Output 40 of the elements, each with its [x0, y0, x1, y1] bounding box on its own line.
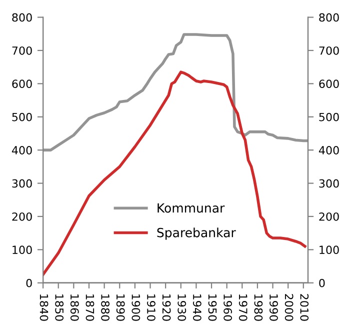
y2-tick-label: 400 — [318, 146, 339, 154]
legend-label: Sparebankar — [157, 228, 236, 240]
x-tick-label: 1970 — [238, 294, 248, 321]
y2-tick-label: 500 — [319, 112, 339, 122]
x-tick-label: 1880 — [101, 294, 110, 321]
x-tick-label: 2010 — [300, 294, 309, 321]
y2-tick-label: 0 — [319, 278, 325, 288]
y-tick-label: 500 — [12, 112, 32, 122]
x-tick-label: 1840 — [40, 294, 48, 321]
y2-tick-label: 200 — [319, 212, 339, 221]
legend-label: Kommunar — [158, 203, 225, 213]
y-tick-label: 600 — [12, 80, 32, 88]
x-tick-label: 1940 — [192, 294, 202, 321]
y-tick-label: 200 — [12, 212, 32, 221]
x-tick-label: 1920 — [162, 294, 171, 321]
x-tick-label: 1950 — [208, 294, 217, 321]
y-tick-label: 400 — [12, 146, 32, 154]
x-tick-label: 1980 — [254, 294, 263, 321]
line-series — [43, 70, 306, 276]
x-tick-label: 1860 — [70, 294, 79, 321]
line-series — [43, 33, 308, 152]
y2-tick-label: 300 — [319, 179, 339, 188]
y-tick-label: 700 — [12, 46, 32, 55]
y-tick-label: 800 — [12, 13, 32, 22]
y2-tick-label: 600 — [319, 80, 339, 88]
y2-tick-label: 100 — [320, 246, 339, 254]
x-tick-label: 1900 — [132, 294, 140, 321]
y2-tick-label: 700 — [319, 46, 339, 55]
y2-tick-label: 800 — [319, 13, 339, 22]
x-tick-label: 1930 — [178, 294, 186, 321]
x-tick-label: 1990 — [270, 294, 278, 321]
y-tick-label: 0 — [26, 278, 32, 288]
y-tick-label: 100 — [12, 246, 32, 254]
x-tick-label: 1910 — [147, 294, 156, 321]
x-tick-label: 1960 — [224, 294, 232, 321]
x-tick-label: 2000 — [284, 294, 294, 321]
x-tick-label: 1850 — [55, 294, 64, 321]
x-tick-label: 1890 — [116, 294, 125, 321]
y-tick-label: 300 — [12, 179, 32, 188]
x-tick-label: 1870 — [86, 294, 94, 321]
